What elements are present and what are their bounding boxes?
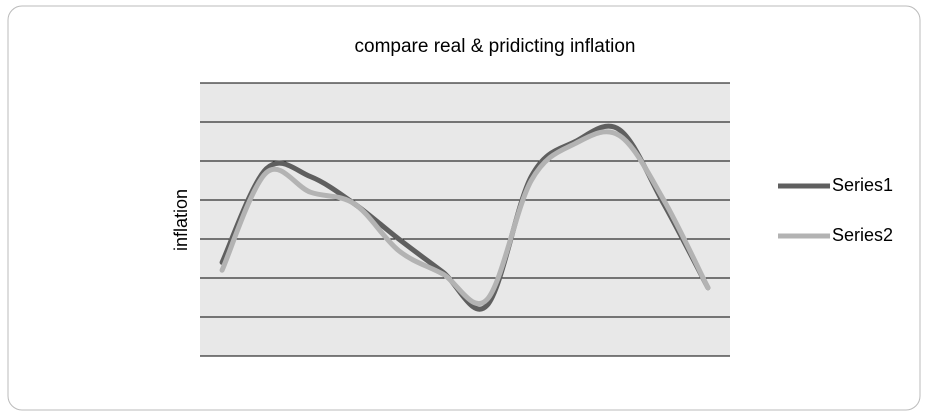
legend-label: Series2	[832, 225, 893, 245]
plot-area	[200, 83, 730, 356]
legend-label: Series1	[832, 175, 893, 195]
y-axis-label: inflation	[171, 189, 191, 251]
series-line	[219, 129, 711, 306]
chart-title: compare real & pridicting inflation	[355, 36, 636, 57]
